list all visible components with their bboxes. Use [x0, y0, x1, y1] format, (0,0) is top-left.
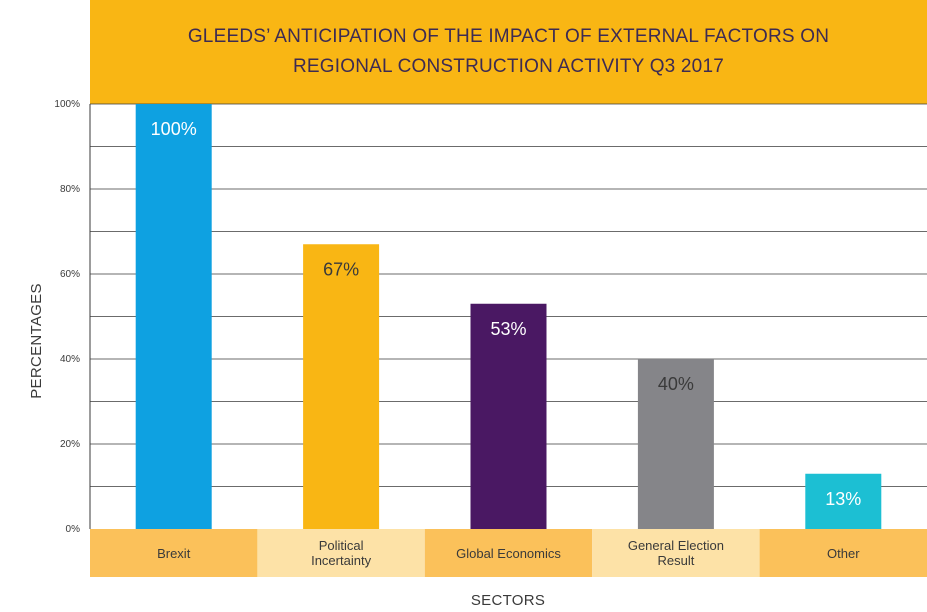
y-tick-label: 40% [60, 354, 80, 365]
y-tick-label: 80% [60, 184, 80, 195]
category-band [90, 529, 258, 577]
y-tick-label: 20% [60, 439, 80, 450]
data-label: 67% [323, 259, 359, 279]
chart-title-line-2: REGIONAL CONSTRUCTION ACTIVITY Q3 2017 [293, 56, 724, 77]
category-band [257, 529, 425, 577]
data-label: 53% [490, 319, 526, 339]
bar [470, 303, 547, 529]
data-label: 13% [825, 489, 861, 509]
y-tick-label: 0% [66, 524, 81, 535]
category-band [592, 529, 760, 577]
data-label: 100% [151, 119, 197, 139]
bar [637, 359, 714, 529]
chart-title-line-1: GLEEDS’ ANTICIPATION OF THE IMPACT OF EX… [187, 26, 830, 47]
x-tick-label: Political Incertainty [311, 538, 371, 568]
bar [303, 244, 380, 529]
x-tick-label: Global Economics [456, 546, 561, 561]
y-tick-label: 100% [54, 99, 80, 110]
x-tick-label: Other [827, 546, 860, 561]
bar [135, 104, 212, 529]
bar [805, 473, 882, 529]
x-tick-label: Brexit [157, 546, 191, 561]
y-axis-title: PERCENTAGES [28, 283, 45, 399]
chart-title-banner: GLEEDS’ ANTICIPATION OF THE IMPACT OF EX… [90, 0, 927, 104]
category-band [424, 529, 593, 577]
category-band [759, 529, 927, 577]
y-tick-label: 60% [60, 269, 80, 280]
data-label: 40% [658, 374, 694, 394]
x-tick-label: General Election Result [628, 538, 724, 568]
x-axis-title: SECTORS [471, 592, 545, 609]
